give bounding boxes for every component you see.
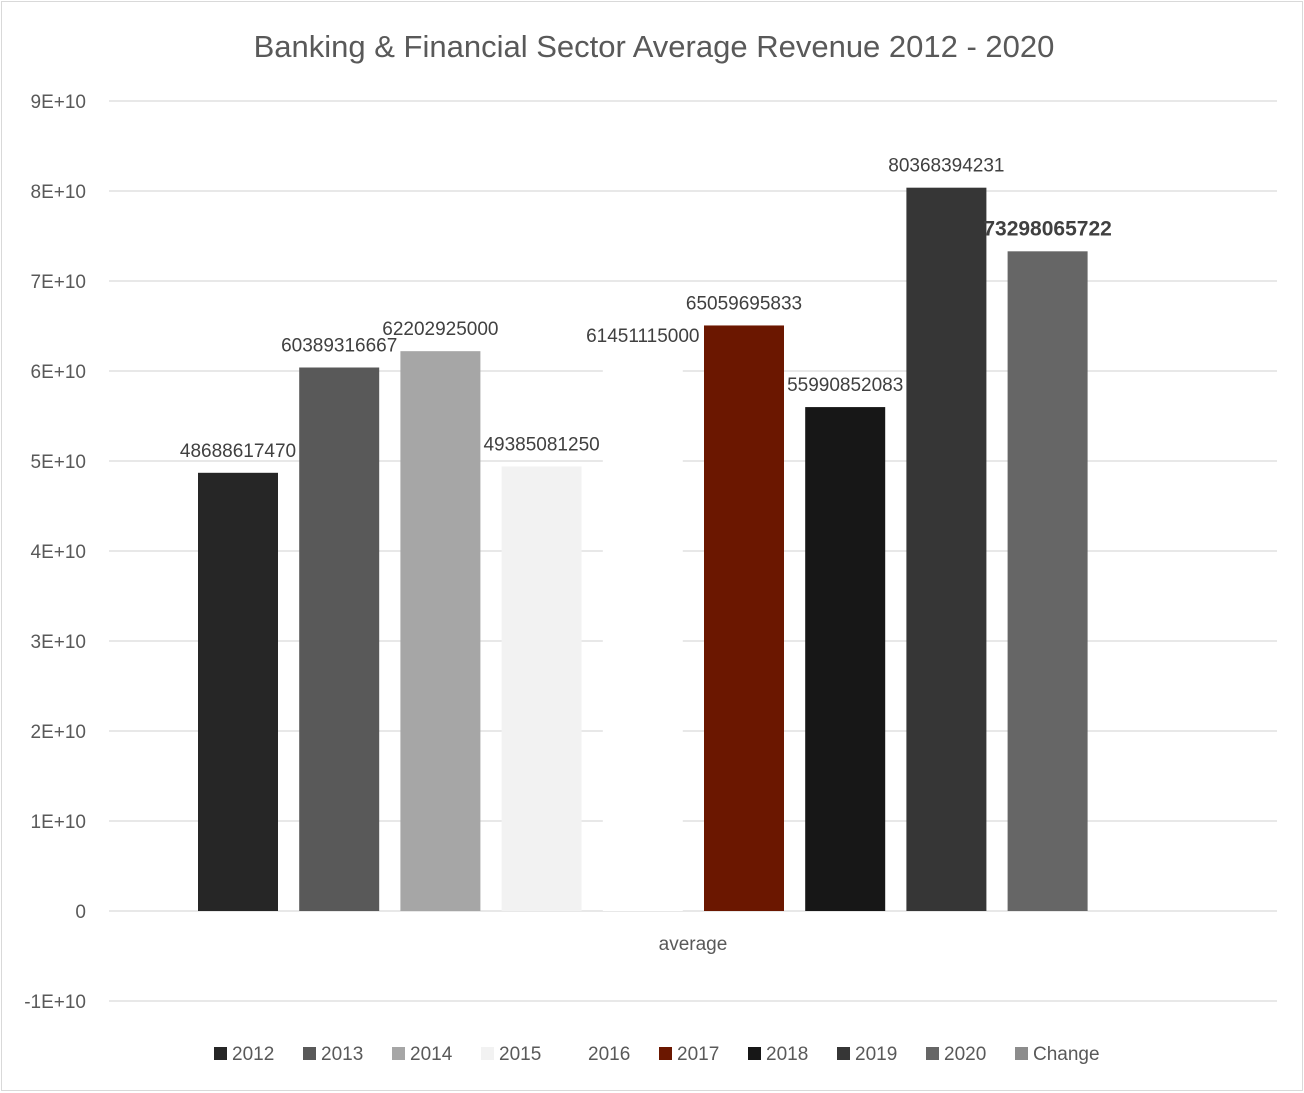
legend-swatch-2015 — [481, 1047, 494, 1060]
legend-swatch-Change — [1015, 1047, 1028, 1060]
legend-label-2016: 2016 — [588, 1044, 630, 1065]
data-label-2016: 61451115000 — [586, 326, 699, 347]
bar-2016 — [602, 357, 683, 912]
legend-swatch-2018 — [748, 1047, 761, 1060]
legend-label-2017: 2017 — [677, 1044, 719, 1065]
legend-label-2015: 2015 — [499, 1044, 541, 1065]
bar-2014 — [400, 351, 481, 911]
bar-2017 — [704, 325, 784, 911]
legend-label-2013: 2013 — [321, 1044, 363, 1065]
bars — [198, 187, 1088, 912]
legend-swatch-2020 — [926, 1047, 939, 1060]
y-tick-label: 3E+10 — [31, 632, 86, 653]
legend: 2012 2013 2014 2015 2016 2017 2018 2019 2020 Chan… — [214, 1044, 1100, 1065]
data-label-2015: 49385081250 — [483, 435, 599, 456]
y-axis-ticks: -1E+10 0 1E+10 2E+10 3E+10 4E+10 5E+10 6E+10 7E+… — [24, 92, 86, 1013]
data-label-2017: 65059695833 — [686, 293, 802, 314]
bar-2020 — [1007, 251, 1088, 912]
legend-label-Change: Change — [1033, 1044, 1100, 1065]
data-label-2012: 48688617470 — [180, 441, 296, 462]
bar-2012 — [198, 472, 278, 911]
chart-title: Banking & Financial Sector Average Reven… — [254, 29, 1055, 64]
y-tick-label: 4E+10 — [31, 542, 86, 563]
y-tick-label: 7E+10 — [31, 272, 86, 293]
data-label-2020: 73298065722 — [983, 217, 1111, 240]
legend-label-2018: 2018 — [766, 1044, 808, 1065]
y-tick-label: 1E+10 — [31, 812, 86, 833]
bar-2019 — [906, 187, 987, 911]
y-tick-label: 5E+10 — [31, 452, 86, 473]
legend-label-2014: 2014 — [410, 1044, 453, 1065]
data-label-2013: 60389316667 — [281, 335, 397, 356]
x-category-label: average — [659, 934, 728, 955]
data-label-2014: 62202925000 — [382, 319, 498, 340]
legend-swatch-2014 — [392, 1047, 405, 1060]
legend-label-2019: 2019 — [855, 1044, 897, 1065]
legend-swatch-2013 — [303, 1047, 316, 1060]
legend-label-2020: 2020 — [944, 1044, 986, 1065]
legend-swatch-2017 — [659, 1047, 672, 1060]
legend-swatch-2019 — [837, 1047, 850, 1060]
y-tick-label: 0 — [75, 902, 86, 923]
y-tick-label: 9E+10 — [31, 92, 86, 113]
bar-2013 — [299, 367, 380, 911]
bar-2015 — [501, 466, 582, 911]
y-tick-label: 6E+10 — [31, 362, 86, 383]
y-tick-label: 2E+10 — [31, 722, 86, 743]
data-label-2019: 80368394231 — [888, 156, 1004, 177]
legend-swatch-2016 — [570, 1047, 583, 1060]
y-tick-label: -1E+10 — [24, 992, 86, 1013]
y-tick-label: 8E+10 — [31, 182, 86, 203]
legend-swatch-2012 — [214, 1047, 227, 1060]
bar-2018 — [805, 407, 886, 911]
data-label-2018: 55990852083 — [787, 375, 903, 396]
legend-label-2012: 2012 — [232, 1044, 274, 1065]
